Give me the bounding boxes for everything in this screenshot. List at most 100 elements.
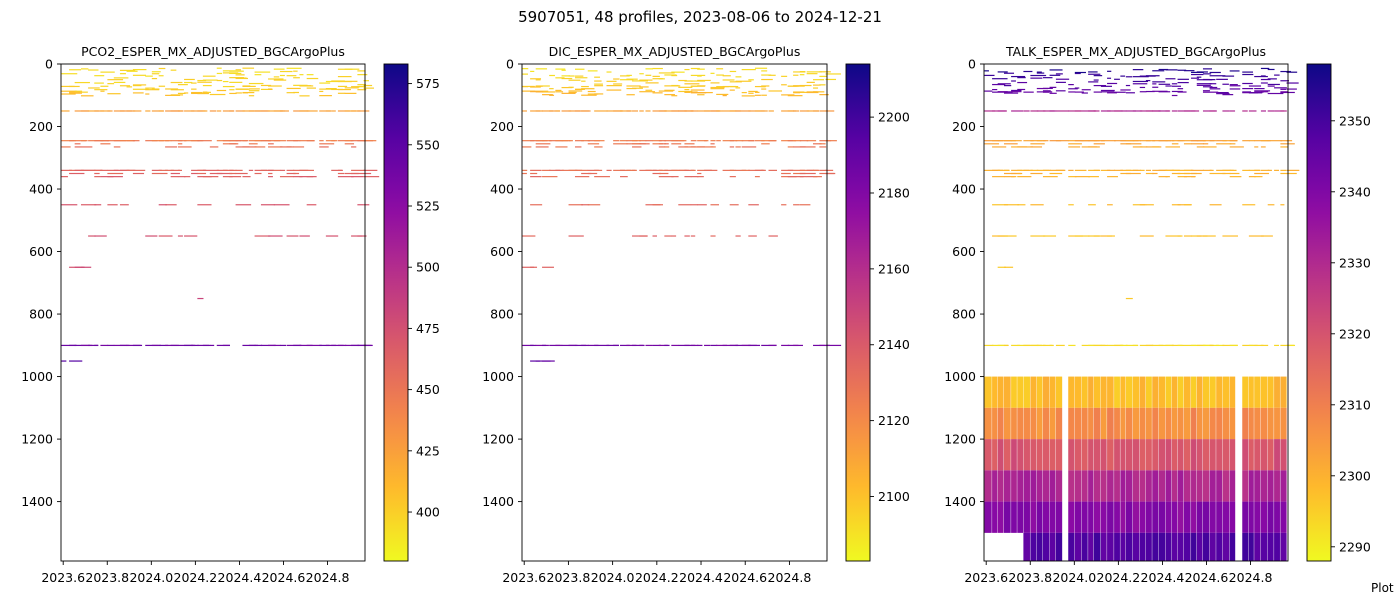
profile-segment bbox=[561, 92, 576, 94]
profile-segment bbox=[690, 176, 699, 178]
profile-segment bbox=[337, 92, 346, 94]
profile-segment bbox=[1286, 172, 1297, 175]
profile-segment bbox=[145, 140, 158, 142]
deep-cell bbox=[1145, 470, 1152, 502]
profile-segment bbox=[542, 176, 558, 178]
colorbar-tick-label: 2330 bbox=[1339, 255, 1371, 270]
profile-segment bbox=[787, 95, 803, 97]
profile-segment bbox=[799, 204, 811, 206]
profile-segment bbox=[632, 344, 645, 347]
profile-segment bbox=[664, 74, 677, 76]
profile-segment bbox=[1183, 235, 1193, 237]
profile-segment bbox=[806, 176, 818, 178]
profile-segment bbox=[645, 74, 652, 76]
profile-segment bbox=[119, 73, 126, 75]
deep-cell bbox=[1248, 470, 1254, 502]
deep-cell bbox=[1030, 407, 1037, 440]
profile-segment bbox=[1011, 91, 1022, 93]
axes-frame bbox=[60, 63, 366, 562]
profile-segment bbox=[1003, 176, 1015, 178]
deep-cell bbox=[1158, 376, 1166, 408]
profile-segment bbox=[1074, 110, 1082, 112]
colorbar-tick-label: 450 bbox=[416, 382, 440, 397]
deep-cell bbox=[1042, 439, 1050, 471]
deep-cell bbox=[1114, 407, 1120, 440]
deep-cell bbox=[1222, 376, 1230, 408]
y-tick-label: 1200 bbox=[21, 432, 53, 447]
profile-segment bbox=[684, 80, 693, 82]
profile-segment bbox=[177, 140, 183, 142]
profile-segment bbox=[678, 204, 692, 206]
profile-segment bbox=[819, 140, 832, 142]
profile-segment bbox=[1003, 72, 1015, 74]
deep-cell bbox=[1158, 407, 1166, 440]
profile-segment bbox=[793, 92, 801, 94]
profile-segment bbox=[626, 87, 637, 90]
deep-cell bbox=[1242, 532, 1249, 561]
deep-cell bbox=[1055, 501, 1063, 533]
profile-segment bbox=[254, 344, 263, 347]
profile-segment bbox=[216, 67, 222, 69]
profile-segment bbox=[561, 69, 566, 71]
profile-segment bbox=[594, 76, 601, 78]
deep-cell bbox=[1260, 532, 1268, 561]
profile-segment bbox=[1068, 143, 1082, 145]
profile-segment bbox=[1074, 91, 1084, 93]
profile-segment bbox=[119, 69, 136, 71]
profile-segment bbox=[107, 169, 119, 171]
profile-segment bbox=[337, 75, 352, 78]
profile-segment bbox=[729, 70, 737, 73]
profile-segment bbox=[574, 176, 590, 178]
deep-cell bbox=[997, 501, 1004, 533]
profile-segment bbox=[1165, 85, 1172, 87]
panel-title: TALK_ESPER_MX_ADJUSTED_BGCArgoPlus bbox=[1005, 44, 1266, 59]
deep-cell bbox=[1107, 532, 1114, 561]
profile-segment bbox=[594, 85, 604, 87]
profile-segment bbox=[793, 110, 800, 112]
profile-segment bbox=[799, 110, 810, 112]
profile-segment bbox=[735, 169, 747, 171]
profile-segment bbox=[793, 344, 799, 347]
profile-segment bbox=[710, 235, 716, 237]
profile-segment bbox=[351, 86, 361, 88]
profile-segment bbox=[542, 91, 556, 93]
profile-segment bbox=[248, 82, 264, 85]
profile-segment bbox=[690, 85, 698, 87]
profile-segment bbox=[1177, 235, 1183, 237]
deep-cell bbox=[1107, 470, 1114, 502]
deep-cell bbox=[1152, 376, 1159, 408]
profile-segment bbox=[1171, 90, 1183, 93]
profile-segment bbox=[299, 344, 313, 347]
deep-cell bbox=[984, 376, 992, 408]
profile-segment bbox=[1209, 88, 1221, 90]
profile-segment bbox=[1017, 146, 1034, 148]
profile-segment bbox=[1139, 169, 1145, 171]
profile-segment bbox=[158, 169, 168, 171]
profile-segment bbox=[555, 91, 564, 93]
profile-segment bbox=[984, 344, 994, 347]
profile-segment bbox=[113, 146, 121, 148]
profile-segment bbox=[1248, 92, 1263, 94]
profile-segment bbox=[1196, 146, 1205, 148]
deep-cell bbox=[1196, 376, 1203, 408]
profile-segment bbox=[1202, 91, 1219, 93]
profile-segment bbox=[1042, 176, 1058, 178]
profile-segment bbox=[1036, 87, 1049, 90]
profile-segment bbox=[1183, 176, 1196, 178]
deep-cell bbox=[1093, 376, 1101, 408]
profile-segment bbox=[1132, 169, 1142, 171]
deep-cell bbox=[1286, 407, 1287, 440]
colorbar-gradient bbox=[845, 63, 871, 562]
profile-segment bbox=[94, 110, 105, 112]
profile-segment bbox=[1209, 71, 1221, 74]
deep-cell bbox=[1132, 470, 1140, 502]
profile-segment bbox=[1158, 110, 1170, 112]
profile-segment bbox=[542, 344, 547, 347]
profile-segment bbox=[209, 93, 226, 96]
profile-segment bbox=[1081, 344, 1095, 347]
deep-cell bbox=[1267, 470, 1274, 502]
profile-segment bbox=[530, 169, 542, 171]
colorbar-tick-label: 425 bbox=[416, 443, 440, 458]
profile-segment bbox=[1055, 344, 1065, 347]
